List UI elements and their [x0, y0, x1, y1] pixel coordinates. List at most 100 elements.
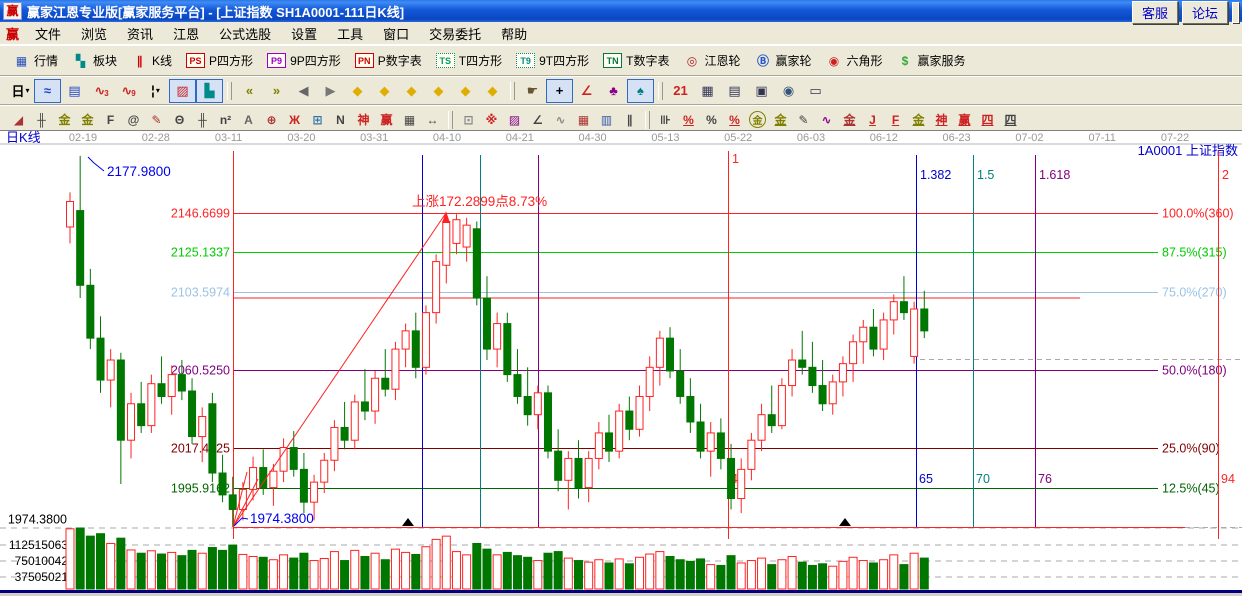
menu-trade-order[interactable]: 交易委托 [429, 26, 482, 42]
gann-grid-2-button[interactable]: ╫ [191, 109, 214, 131]
n-square-button[interactable]: n² [214, 109, 237, 131]
menu-browse[interactable]: 浏览 [81, 26, 108, 42]
win-tool-button[interactable]: 赢 [375, 109, 398, 131]
service-button[interactable]: 客服 [1131, 0, 1178, 24]
ruler-123-button[interactable]: ▦ [398, 109, 421, 131]
save-disk-button[interactable]: ▣ [748, 79, 775, 103]
shen-angle-line-button[interactable]: 神 [930, 109, 953, 131]
menu-window[interactable]: 窗口 [383, 26, 410, 42]
parallel-lines-button[interactable]: ∥ [618, 109, 641, 131]
wave-9-button[interactable]: ∿ 9 [115, 79, 142, 103]
p-number-table-button[interactable]: PN P数字表 [349, 49, 430, 72]
pattern-overlay-button[interactable]: ▨ [169, 78, 196, 103]
chart-mode-button[interactable]: ≈ [34, 78, 61, 103]
go-first-button[interactable]: « [236, 79, 263, 103]
starburst-button[interactable]: Ж [283, 109, 306, 131]
win-angle-line-button[interactable]: 赢 [953, 109, 976, 131]
calculator-button[interactable]: ▦ [694, 79, 721, 103]
shen-tool-button[interactable]: 神 [352, 109, 375, 131]
text-note-button[interactable]: A [237, 109, 260, 131]
t-square-button[interactable]: TS T四方形 [430, 49, 510, 72]
go-last-button[interactable]: » [263, 79, 290, 103]
drag-hand-button[interactable]: ☛ [519, 79, 546, 103]
menu-file[interactable]: 文件 [35, 26, 62, 42]
menu-formula-picker[interactable]: 公式选股 [219, 26, 272, 42]
gold-ruler-1-button[interactable]: 金 [53, 109, 76, 131]
sectors-button[interactable]: ▚ 板块 [66, 49, 125, 72]
quotes-button[interactable]: ▦ 行情 [7, 49, 66, 72]
net-update-button[interactable]: ◉ [775, 79, 802, 103]
j-angle-line-button[interactable]: J [861, 109, 884, 131]
bars-compare-button[interactable]: ⊪ [654, 109, 677, 131]
marker-pen-button[interactable]: ✎ [145, 109, 168, 131]
width-measure-button[interactable]: ↔ [421, 109, 444, 131]
cycle-tool-button[interactable]: ♠ [627, 78, 654, 103]
gann-flower-button[interactable]: ♣ [600, 79, 627, 103]
9t-square-button[interactable]: T9 9T四方形 [510, 49, 597, 72]
range-compress-button[interactable]: ◆ [425, 79, 452, 103]
ray-fan-button[interactable]: ※ [480, 109, 503, 131]
gold-underline-button[interactable]: 金 [838, 109, 861, 131]
forum-button[interactable]: 论坛 [1181, 0, 1228, 24]
page-prev-button[interactable]: ◀ [290, 79, 317, 103]
pct-angle-button[interactable]: % [677, 109, 700, 131]
price-grid-button[interactable]: ▦ [572, 109, 595, 131]
gann-grid-button[interactable]: ╫ [30, 109, 53, 131]
brush-bars-button[interactable]: ✎ [792, 109, 815, 131]
wave-3-button[interactable]: ∿ 3 [88, 79, 115, 103]
four-angle-line-button[interactable]: 四 [976, 109, 999, 131]
range-fit-button[interactable]: ◆ [479, 79, 506, 103]
box-select-button[interactable]: ⊡ [457, 109, 480, 131]
four-angle-line-2-button[interactable]: 四 [999, 109, 1022, 131]
calendar-21-button[interactable]: 21 [667, 79, 694, 103]
fan-grid-button[interactable]: ▨ [503, 109, 526, 131]
chart-area[interactable]: 02-19 02-28 03-11 03-20 03-31 04-10 04-21 04-30… [0, 130, 1242, 596]
square-spiral-button[interactable]: ⊞ [306, 109, 329, 131]
menu-help[interactable]: 帮助 [501, 26, 528, 42]
memo-pad-button[interactable]: ▤ [721, 79, 748, 103]
menu-news[interactable]: 资讯 [127, 26, 154, 42]
info-list-button[interactable]: ▤ [61, 79, 88, 103]
gold-ruler-2-button[interactable]: 金 [76, 109, 99, 131]
menu-gann[interactable]: 江恩 [173, 26, 200, 42]
page-next-button[interactable]: ▶ [317, 79, 344, 103]
f-angle-line-button[interactable]: F [884, 109, 907, 131]
candle-style-button[interactable]: ¦ ▾ [142, 79, 169, 103]
printer-button[interactable]: ▭ [802, 79, 829, 103]
range-right-button[interactable]: ◆ [371, 79, 398, 103]
gold-angle-line-button[interactable]: 金 [907, 109, 930, 131]
time-clock-button[interactable]: Θ [168, 109, 191, 131]
circle-cross-button[interactable]: ⊕ [260, 109, 283, 131]
gold-circle-button[interactable]: 金 [746, 109, 769, 131]
volume-histogram-button[interactable]: ▙ [196, 78, 223, 103]
angle-measure-button[interactable]: ∠ [573, 79, 600, 103]
wave-av-button[interactable]: ∿ [815, 109, 838, 131]
gann-wheel-button[interactable]: ◎ 江恩轮 [677, 49, 748, 72]
percent-button[interactable]: % [700, 109, 723, 131]
time-grid-button[interactable]: ▥ [595, 109, 618, 131]
crosshair-button[interactable]: + [546, 78, 573, 103]
f-ruler-button[interactable]: F [99, 109, 122, 131]
partial-button[interactable] [1232, 1, 1239, 23]
hexagon-button[interactable]: ◉ 六角形 [820, 49, 891, 72]
k-mark-button[interactable]: Ν [329, 109, 352, 131]
spiral-tool-button[interactable]: @ [122, 109, 145, 131]
range-left-button[interactable]: ◆ [344, 79, 371, 103]
kline-chart-canvas[interactable]: 02-19 02-28 03-11 03-20 03-31 04-10 04-21 04-30… [0, 131, 1242, 596]
t-number-table-button[interactable]: TN T数字表 [597, 49, 677, 72]
knife-tool-button[interactable]: ◢ [7, 109, 30, 131]
kline-button[interactable]: ∥ K线 [125, 49, 180, 72]
9p-square-button[interactable]: P9 9P四方形 [261, 49, 349, 72]
winner-wheel-button[interactable]: Ⓑ 赢家轮 [748, 49, 819, 72]
percent-line-button[interactable]: % [723, 109, 746, 131]
range-expand-button[interactable]: ◆ [452, 79, 479, 103]
period-day-button[interactable]: 日 ▾ [7, 79, 34, 103]
menu-tools[interactable]: 工具 [337, 26, 364, 42]
winner-service-button[interactable]: $ 赢家服务 [891, 49, 974, 72]
trend-angle-button[interactable]: ∠ [526, 109, 549, 131]
menu-settings[interactable]: 设置 [291, 26, 318, 42]
range-both-button[interactable]: ◆ [398, 79, 425, 103]
p-square-button[interactable]: PS P四方形 [180, 49, 261, 72]
gold-lines-button[interactable]: 金 [769, 109, 792, 131]
zigzag-wave-button[interactable]: ∿ [549, 109, 572, 131]
